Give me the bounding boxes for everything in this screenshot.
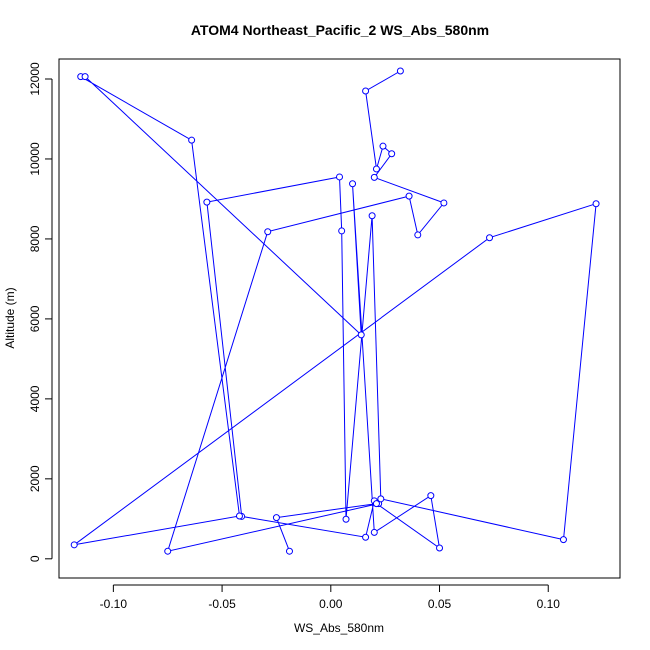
- x-tick-label: 0.05: [428, 597, 452, 611]
- data-point: [70, 541, 78, 549]
- x-tick-label: 0.00: [319, 597, 343, 611]
- data-point: [264, 228, 272, 236]
- x-tick-label: 0.10: [537, 597, 561, 611]
- data-point: [377, 495, 385, 503]
- data-point: [349, 180, 357, 188]
- data-point: [427, 492, 435, 500]
- y-tick-label: 0: [28, 555, 42, 562]
- y-tick-label: 6000: [28, 305, 42, 332]
- data-point: [370, 173, 378, 181]
- data-point: [436, 544, 444, 552]
- y-tick-label: 12000: [28, 62, 42, 96]
- data-point: [559, 536, 567, 544]
- y-tick-label: 2000: [28, 465, 42, 492]
- data-point: [592, 200, 600, 208]
- data-point: [362, 533, 370, 541]
- y-axis-label: Altitude (m): [3, 287, 17, 348]
- data-point: [338, 227, 346, 235]
- x-tick-label: -0.10: [100, 597, 128, 611]
- y-tick-label: 8000: [28, 225, 42, 252]
- data-point: [188, 136, 196, 144]
- data-point: [414, 231, 422, 239]
- plot-frame: [58, 58, 621, 579]
- data-point: [357, 331, 365, 339]
- data-point: [235, 512, 243, 520]
- data-point: [372, 500, 380, 508]
- data-point: [379, 142, 387, 150]
- data-point: [388, 150, 396, 158]
- data-point: [486, 234, 494, 242]
- x-tick-label: -0.05: [208, 597, 236, 611]
- x-axis: -0.10 -0.05 0.00 0.05 0.10: [100, 584, 561, 611]
- data-point: [203, 198, 211, 206]
- data-point: [285, 547, 293, 555]
- data-points: [70, 67, 600, 555]
- chart-title: ATOM4 Northeast_Pacific_2 WS_Abs_580nm: [191, 22, 489, 38]
- data-point: [405, 192, 413, 200]
- data-point: [370, 528, 378, 536]
- y-axis: 0 2000 4000 6000 8000 10000 12000: [28, 62, 53, 562]
- data-point: [81, 73, 89, 81]
- data-point: [372, 165, 380, 173]
- data-point: [164, 547, 172, 555]
- data-point: [362, 87, 370, 95]
- x-axis-label: WS_Abs_580nm: [294, 621, 384, 635]
- data-point: [440, 199, 448, 207]
- y-tick-label: 4000: [28, 385, 42, 412]
- data-point: [336, 173, 343, 181]
- data-point: [342, 515, 350, 523]
- data-point: [396, 67, 404, 75]
- data-point: [368, 212, 376, 220]
- y-tick-label: 10000: [28, 142, 42, 176]
- data-point: [272, 514, 280, 522]
